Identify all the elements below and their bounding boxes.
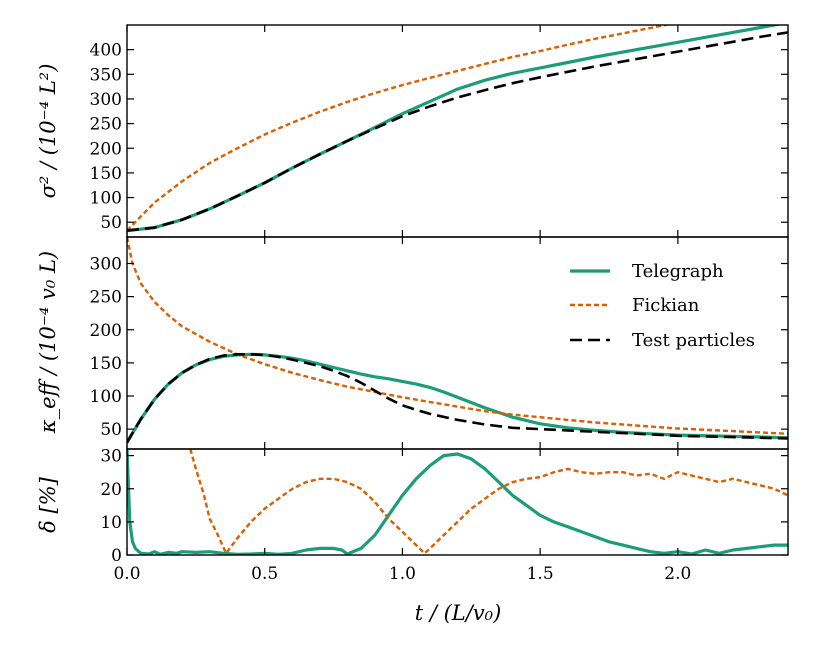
delta-panel: 0 10 20 30 0.0 0.5 1.0 1.5 2.0 [100,447,789,584]
delta-ytick-label: 0 [111,546,122,566]
kappa-ytick-label: 200 [90,321,122,341]
sigma2-ytick-label: 150 [90,164,122,184]
legend-label-telegraph: Telegraph [632,261,724,282]
delta-frame [126,448,789,556]
kappa-ylabel: κ_eff / (10⁻⁴ v₀ L) [36,251,60,434]
sigma2-panel: 50 100 150 200 250 300 350 400 [90,24,789,238]
kappa-ytick-label: 300 [90,255,122,275]
x-axis-label: t / (L/v₀) [415,601,502,625]
sigma2-series-telegraph [127,25,784,233]
sigma2-ytick-label: 400 [90,41,122,61]
sigma2-frame [126,24,789,238]
kappa-series-test-particles [127,353,788,444]
delta-ytick-label: 10 [100,513,122,533]
x-tick-label: 1.0 [389,564,416,584]
sigma2-ytick-label: 300 [90,90,122,110]
sigma2-ylabel: σ² / (10⁻⁴ L²) [36,64,60,199]
kappa-series-telegraph [127,352,788,444]
sigma2-series-fickian [127,25,672,232]
kappa-ytick-label: 150 [90,354,122,374]
x-tick-label: 0.0 [113,564,140,584]
sigma2-ytick-label: 50 [100,213,122,233]
legend: Telegraph Fickian Test particles [570,261,755,351]
sigma2-ytick-label: 350 [90,65,122,85]
delta-ylabel: δ [%] [36,476,60,532]
delta-ytick-label: 20 [100,480,122,500]
x-tick-label: 0.5 [251,564,278,584]
sigma2-ytick-label: 250 [90,115,122,135]
x-tick-label: 1.5 [527,564,554,584]
sigma2-series-test-particles [127,31,788,232]
legend-label-fickian: Fickian [632,295,700,316]
kappa-ytick-label: 50 [100,420,122,440]
kappa-ytick-label: 100 [90,387,122,407]
delta-ytick-label: 30 [100,447,122,467]
kappa-ytick-label: 250 [90,288,122,308]
sigma2-ytick-label: 200 [90,139,122,159]
delta-series-fickian [189,449,788,555]
x-tick-label: 2.0 [664,564,691,584]
sigma2-ytick-label: 100 [90,189,122,209]
delta-series-telegraph [127,449,788,555]
legend-label-test-particles: Test particles [632,330,755,351]
